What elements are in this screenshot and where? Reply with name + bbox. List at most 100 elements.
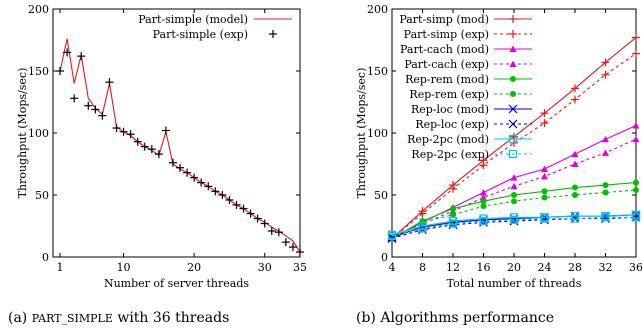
caption-b: (b) Algorithms performance	[356, 310, 554, 326]
x-tick-label: 20	[507, 261, 521, 274]
data-point	[56, 67, 65, 75]
data-point	[267, 226, 276, 235]
legend: Part-simple (model) Part-simple (exp)	[138, 13, 292, 41]
data-point	[571, 160, 579, 167]
data-point	[632, 33, 640, 42]
data-point	[239, 204, 248, 213]
data-point	[296, 248, 304, 257]
data-point	[126, 130, 135, 139]
data-point	[541, 188, 548, 195]
data-point	[77, 52, 86, 61]
series-line	[391, 216, 636, 237]
data-point	[133, 137, 142, 146]
legend-label: Part-simp (mod)	[399, 13, 489, 26]
y-tick-label: 50	[374, 189, 388, 202]
data-point	[168, 158, 177, 167]
data-point	[601, 58, 610, 67]
x-tick-label: 28	[568, 261, 582, 274]
x-tick-label: 8	[419, 261, 426, 274]
y-tick-label: 150	[367, 65, 388, 78]
data-point	[281, 238, 290, 247]
data-point	[91, 105, 100, 114]
legend-marker	[508, 134, 518, 144]
data-point	[190, 173, 199, 182]
data-point	[541, 194, 548, 201]
data-point	[161, 126, 170, 135]
data-point	[632, 49, 640, 58]
series-part-simple-exp	[56, 48, 304, 257]
data-point	[260, 219, 269, 228]
legend-label: Part-cach (mod)	[400, 43, 489, 56]
data-point	[480, 203, 487, 210]
data-point	[511, 192, 517, 198]
legend-label: Part-simple (model)	[138, 13, 248, 26]
data-point	[540, 109, 549, 118]
legend-marker	[509, 45, 517, 52]
y-tick-label: 50	[35, 189, 49, 202]
y-tick-label: 100	[367, 127, 388, 140]
data-point	[112, 124, 121, 133]
legend-marker	[510, 76, 516, 82]
series-line	[391, 214, 637, 236]
legend-label: Part-simp (exp)	[404, 28, 489, 41]
data-point	[63, 48, 72, 57]
data-point	[448, 219, 458, 228]
data-point	[601, 70, 610, 79]
data-point	[632, 135, 640, 143]
x-tick-label: 4	[389, 261, 396, 274]
data-point	[479, 216, 488, 226]
x-tick-label: 20	[187, 261, 201, 274]
data-point	[633, 179, 639, 186]
y-tick-label: 200	[28, 3, 49, 16]
legend-marker	[269, 30, 277, 38]
x-tick-label: 1	[57, 261, 64, 274]
data-point	[253, 214, 262, 223]
x-tick-label: 36	[629, 261, 642, 274]
data-point	[197, 178, 206, 187]
legend-marker	[509, 30, 517, 38]
x-tick-label: 30	[258, 261, 272, 274]
y-axis-label: Throughput (Mops/sec)	[16, 68, 29, 199]
data-point	[418, 209, 427, 218]
data-point	[510, 182, 518, 190]
x-tick-label: 10	[117, 261, 131, 274]
y-tick-label: 100	[28, 127, 49, 140]
data-point	[540, 119, 549, 128]
data-point	[225, 195, 234, 204]
data-point	[450, 205, 456, 212]
data-point	[480, 198, 487, 205]
series-part-simple-model	[59, 38, 301, 253]
data-point	[541, 172, 548, 180]
data-point	[632, 122, 640, 129]
data-point	[602, 182, 609, 189]
data-point	[288, 243, 297, 252]
data-point	[510, 174, 518, 181]
data-point	[218, 191, 227, 199]
data-point	[633, 187, 639, 194]
legend-label: Rep-loc (exp)	[415, 118, 489, 131]
data-point	[98, 111, 107, 120]
plot-frame	[52, 8, 301, 258]
chart-algorithms-performance: 0 50 100 150 200 4 8 12 16 20 24 28 32 36 Total number…	[355, 3, 642, 290]
series-line	[391, 182, 637, 239]
series-line	[59, 38, 301, 253]
legend-label: Rep-loc (mod)	[411, 103, 489, 116]
data-point	[480, 189, 487, 196]
legend-marker	[508, 119, 518, 129]
data-point	[570, 214, 580, 223]
legend-label: Rep-2pc (exp)	[411, 148, 489, 161]
data-point	[601, 213, 610, 222]
data-point	[418, 224, 427, 233]
y-tick-label: 150	[28, 65, 49, 78]
data-point	[602, 149, 609, 156]
data-point	[479, 161, 488, 170]
y-tick-label: 0	[381, 251, 388, 264]
data-point	[571, 95, 579, 104]
data-point	[602, 135, 609, 143]
series-rep-rem-mod	[389, 179, 639, 242]
data-point	[572, 192, 578, 198]
data-point	[147, 145, 156, 154]
data-point	[183, 168, 192, 177]
x-tick-label: 32	[599, 261, 613, 274]
